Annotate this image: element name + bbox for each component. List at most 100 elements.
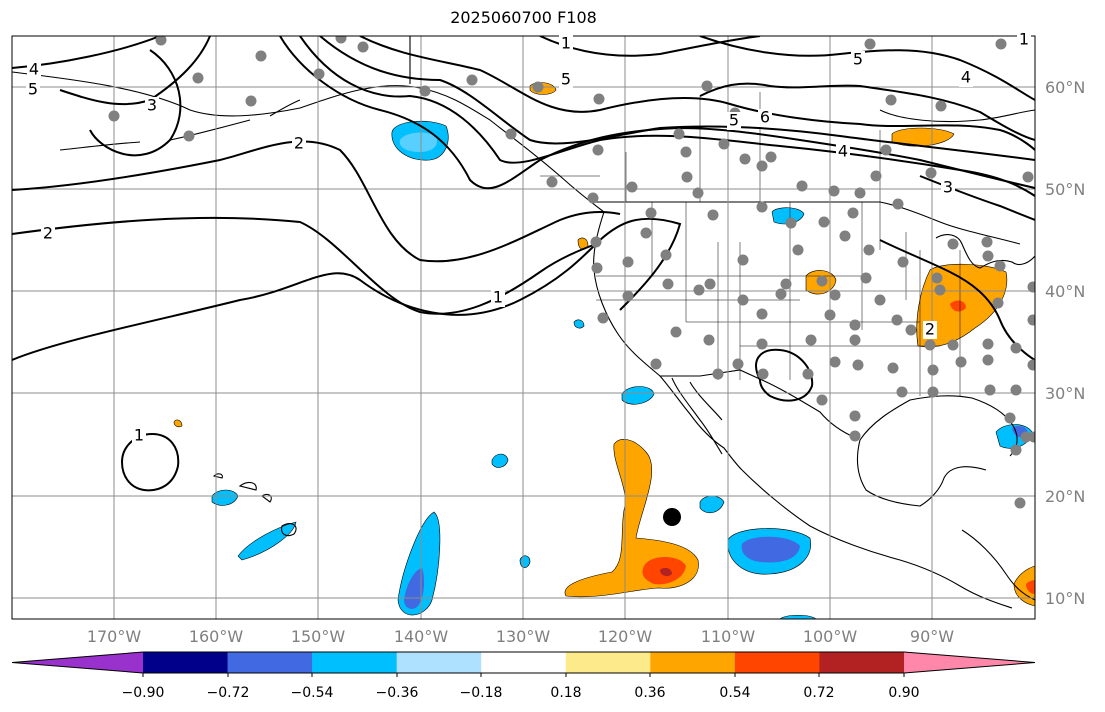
contour-line (755, 348, 814, 402)
longitude-label: 150°W (291, 627, 346, 646)
gray-station-dot (757, 368, 769, 380)
contour-label: 5 (28, 80, 38, 99)
colorbar-tick-label: 0.72 (803, 685, 834, 701)
colorbar-segment (481, 652, 567, 673)
contour-label-bg (132, 427, 146, 445)
gray-station-dot (829, 289, 841, 301)
contour-line (12, 216, 597, 315)
contour-label-bg (851, 51, 865, 69)
gray-station-dot (775, 288, 787, 300)
contour-label-bg (292, 135, 306, 153)
gray-station-dot (718, 138, 730, 150)
gray-station-dot (897, 256, 909, 268)
coastlines (12, 36, 1035, 609)
gray-station-dot (1028, 431, 1035, 443)
gray-station-dot (546, 176, 558, 188)
colorbar-tick-label: −0.72 (207, 685, 250, 701)
gray-station-dot (313, 68, 325, 80)
aleutian-islands (59, 99, 301, 151)
gray-station-dot (925, 167, 937, 179)
gray-station-dot (792, 244, 804, 256)
gray-station-dot (255, 50, 267, 62)
gray-station-dot (852, 359, 864, 371)
contour-label-bg (836, 143, 850, 161)
gray-station-dot (756, 201, 768, 213)
gray-station-dot (662, 278, 674, 290)
gulf-coastline (856, 395, 1018, 507)
contour-label-bg (26, 81, 40, 99)
contour-line (89, 49, 182, 157)
colorbar-segment (650, 652, 736, 673)
contour-label-bg (941, 179, 955, 197)
contour-label: 4 (29, 60, 39, 79)
contour-line (299, 36, 1035, 197)
gray-station-dot (995, 38, 1007, 50)
gray-station-dot (1022, 171, 1034, 183)
gray-station-dot (796, 180, 808, 192)
contour-label: 5 (853, 50, 863, 69)
longitude-label: 170°W (87, 627, 142, 646)
gray-station-dot (681, 171, 693, 183)
gray-station-dot (693, 284, 705, 296)
gray-station-dot (1027, 314, 1035, 326)
gray-station-dot (765, 151, 777, 163)
gray-station-dot (984, 384, 996, 396)
negative-anomaly-area (621, 386, 655, 405)
gray-station-dot (849, 430, 861, 442)
gray-station-dot (896, 386, 908, 398)
colorbar-tick-label: −0.90 (122, 685, 165, 701)
gray-station-dot (927, 364, 939, 376)
gray-station-dot (805, 334, 817, 346)
gray-station-dot (992, 297, 1004, 309)
mexico-coastline (741, 469, 1013, 609)
gray-station-dot (885, 94, 897, 106)
gray-station-dot (887, 362, 899, 374)
contour-label-bg (559, 71, 573, 89)
gray-station-dot (108, 110, 120, 122)
gray-station-dot (590, 236, 602, 248)
contour-label-bg (758, 109, 772, 127)
longitude-label: 90°W (910, 627, 954, 646)
contour-label-bg (727, 112, 741, 130)
gray-station-dot (622, 290, 634, 302)
latitude-labels: 60°N 50°N 40°N 30°N 20°N 10°N (1045, 78, 1085, 608)
gray-station-dot (870, 170, 882, 182)
contour-label-bg (41, 225, 55, 243)
colorbar-tick-label: −0.18 (460, 685, 503, 701)
map-plot-area (12, 36, 1035, 619)
colorbar-segment (143, 652, 229, 673)
contour-label-bg (923, 321, 937, 339)
gray-station-dot (419, 85, 431, 97)
gray-station-dot (622, 256, 634, 268)
gray-station-dot (880, 144, 892, 156)
longitude-label: 130°W (496, 627, 551, 646)
gray-station-dot (981, 236, 993, 248)
colorbar-tick-label: 0.36 (634, 685, 665, 701)
gray-station-dot (505, 128, 517, 140)
gray-station-dot (1014, 497, 1026, 509)
gray-station-dot (924, 339, 936, 351)
contour-label-bg (1017, 31, 1031, 49)
contour-line (359, 36, 1035, 151)
gray-station-dot (670, 326, 682, 338)
latitude-label: 40°N (1045, 282, 1085, 301)
gray-station-dot (640, 227, 652, 239)
gray-station-dot (892, 198, 904, 210)
contour-line (699, 82, 1035, 141)
gray-station-dot (947, 339, 959, 351)
gray-station-dot (737, 294, 749, 306)
gray-station-dot (849, 410, 861, 422)
gray-station-dot (587, 192, 599, 204)
gray-station-dot (1027, 281, 1035, 293)
gray-station-dot (739, 153, 751, 165)
gray-station-dot (245, 95, 257, 107)
colorbar-segment (819, 652, 905, 673)
gray-station-dot (756, 308, 768, 320)
colorbar-tick-label: −0.54 (291, 685, 334, 701)
contour-label: 1 (134, 426, 144, 445)
gray-station-dot (650, 358, 662, 370)
gray-station-dot (660, 249, 672, 261)
contour-label: 1 (1019, 30, 1029, 49)
colorbar-segment (227, 652, 313, 673)
